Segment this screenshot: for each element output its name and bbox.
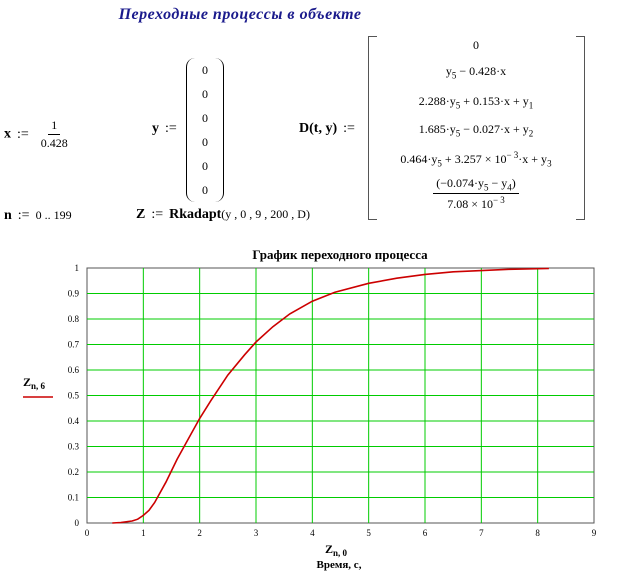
x-tick-label: 8: [535, 528, 540, 538]
x-var: x: [4, 126, 11, 142]
d-row: 0.464·y5 + 3.257 × 10− 3·x + y3: [400, 150, 552, 169]
y-vector[interactable]: 0 0 0 0 0 0: [186, 58, 224, 202]
d-left-bracket: [368, 36, 377, 220]
z-definition[interactable]: Z := Rkadapt(y , 0 , 9 , 200 , D): [136, 207, 310, 223]
y-tick-label: 1: [75, 263, 80, 273]
transient-chart[interactable]: График переходного процесса 0 0.1 0.2 0.3 0.…: [0, 240, 619, 580]
y-tick-label: 0: [75, 518, 80, 528]
y-tick-label: 0.2: [68, 467, 79, 477]
z-var: Z: [136, 207, 146, 222]
y-tick-label: 0.3: [68, 442, 80, 452]
d-row: 1.685·y5 − 0.027·x + y2: [418, 122, 534, 139]
d-row: 2.288·y5 + 0.153·x + y1: [418, 94, 534, 111]
d-args: (t, y): [309, 121, 338, 136]
x-definition[interactable]: x := 1 0.428: [4, 118, 74, 151]
series-line: [112, 267, 549, 524]
y-var: y: [152, 121, 159, 136]
x-tick-label: 0: [85, 528, 90, 538]
d-row: 0: [473, 38, 479, 52]
y-vector-element: 0: [202, 135, 208, 149]
y-vector-element: 0: [202, 63, 208, 77]
x-tick-label: 6: [423, 528, 428, 538]
y-vector-element: 0: [202, 159, 208, 173]
y-tick-label: 0.4: [68, 416, 80, 426]
assign-op: :=: [151, 207, 164, 222]
y-tick-label: 0.7: [68, 340, 80, 350]
assign-op: :=: [165, 121, 177, 136]
y-tick-label: 0.1: [68, 493, 79, 503]
assign-op: :=: [17, 208, 30, 223]
y-tick-label: 0.8: [68, 314, 80, 324]
x-tick-label: 2: [197, 528, 202, 538]
y-definition-label[interactable]: y :=: [152, 121, 183, 137]
assign-op: :=: [17, 126, 29, 142]
x-tick-label: 1: [141, 528, 146, 538]
rkadapt-args: (y , 0 , 9 , 200 , D): [221, 207, 310, 221]
page-title: Переходные процессы в объекте: [118, 6, 362, 23]
x-axis-caption: Время, с,: [317, 559, 362, 571]
x-tick-label: 3: [254, 528, 259, 538]
n-definition[interactable]: n := 0 .. 199: [4, 208, 72, 224]
y-vector-element: 0: [202, 87, 208, 101]
assign-op: :=: [343, 121, 355, 136]
d-right-bracket: [576, 36, 585, 220]
x-tick-label: 9: [592, 528, 597, 538]
d-definition-label[interactable]: D(t, y) :=: [299, 121, 361, 137]
n-var: n: [4, 208, 12, 223]
rkadapt-func: Rkadapt: [169, 207, 222, 222]
x-tick-labels: 0 1 2 3 4 5 6 7 8 9: [85, 528, 597, 538]
chart-series: [112, 267, 549, 524]
x-axis-label: Zn, 0: [325, 542, 348, 558]
d-row: y5 − 0.428·x: [445, 64, 507, 81]
x-denominator: 0.428: [40, 136, 68, 150]
x-fraction: 1 0.428: [38, 118, 71, 151]
n-range: 0 .. 199: [35, 208, 72, 222]
y-tick-label: 0.5: [68, 391, 80, 401]
chart-grid: [87, 268, 594, 523]
y-axis-label: Zn, 6: [23, 375, 46, 391]
x-numerator: 1: [48, 118, 61, 135]
y-tick-label: 0.9: [68, 289, 80, 299]
y-vector-element: 0: [202, 111, 208, 125]
d-var: D: [299, 121, 310, 136]
d-row-fraction: (−0.074·y5 − y4) 7.08 × 10− 3: [366, 176, 586, 212]
x-tick-label: 5: [366, 528, 371, 538]
x-tick-label: 4: [310, 528, 315, 538]
chart-title: График переходного процесса: [252, 247, 428, 262]
y-tick-labels: 0 0.1 0.2 0.3 0.4 0.5 0.6 0.7 0.8 0.9 1: [68, 263, 80, 528]
y-vector-element: 0: [202, 183, 208, 197]
y-tick-label: 0.6: [68, 365, 80, 375]
x-tick-label: 7: [479, 528, 484, 538]
